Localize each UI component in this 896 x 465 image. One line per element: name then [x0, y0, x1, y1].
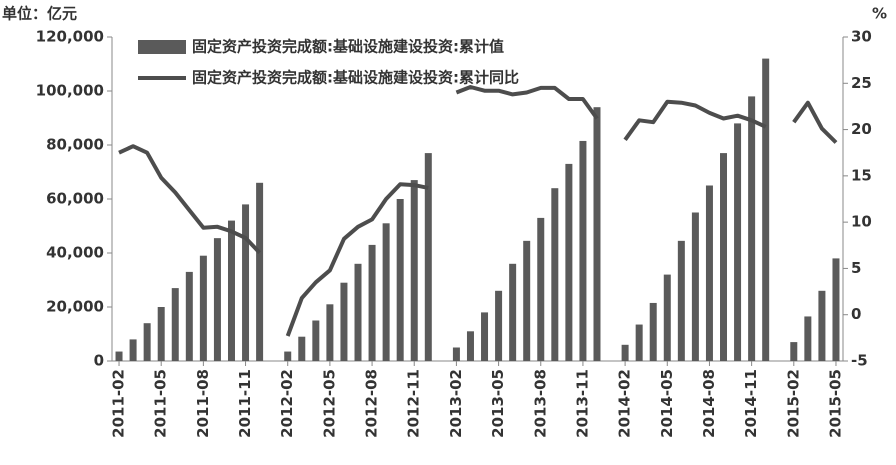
x-tick-label: 2013-11	[573, 369, 591, 438]
y2-tick-label: 20	[851, 120, 872, 138]
bar	[579, 140, 587, 361]
bar	[621, 344, 629, 361]
bar	[340, 282, 348, 361]
y-tick-label: 0	[94, 352, 104, 370]
bar	[298, 336, 306, 361]
y-tick-label: 60,000	[46, 190, 104, 208]
bar	[368, 244, 376, 361]
bar	[635, 324, 643, 361]
y-tick-label: 120,000	[36, 28, 104, 46]
bar	[748, 96, 756, 362]
x-tick-label: 2012-08	[363, 369, 381, 438]
bar	[832, 258, 840, 361]
x-tick-label: 2011-11	[236, 369, 254, 438]
bar	[537, 217, 545, 361]
bar	[649, 302, 657, 361]
bar	[410, 180, 418, 361]
legend-label: 固定资产投资完成额:基础设施建设投资:累计同比	[192, 69, 519, 87]
bar	[382, 223, 390, 361]
bar	[326, 304, 334, 361]
y2-tick-label: -5	[851, 352, 868, 370]
bar	[481, 312, 489, 361]
bar	[115, 351, 123, 361]
x-tick-label: 2015-05	[826, 369, 844, 438]
bar	[256, 182, 264, 361]
bar	[129, 339, 137, 361]
bar	[199, 255, 207, 361]
x-tick-label: 2015-02	[784, 369, 802, 438]
line	[118, 85, 838, 337]
y2-tick-label: 10	[851, 213, 872, 231]
x-tick-label: 2012-02	[278, 369, 296, 438]
y-tick-label: 100,000	[36, 82, 104, 100]
bar	[143, 323, 151, 361]
y2-tick-label: 25	[851, 74, 872, 92]
y-tick-label: 80,000	[46, 136, 104, 154]
bar	[523, 240, 531, 361]
bar	[157, 307, 165, 361]
x-tick-label: 2014-08	[700, 369, 718, 438]
x-tick-label: 2012-05	[320, 369, 338, 438]
bar	[734, 123, 742, 362]
bar	[509, 263, 517, 361]
x-tick-label: 2011-08	[194, 369, 212, 438]
bar	[691, 212, 699, 361]
bar	[551, 188, 559, 361]
bar	[242, 204, 250, 361]
bar	[762, 58, 770, 361]
bar	[663, 274, 671, 361]
x-tick-label: 2013-02	[447, 369, 465, 438]
x-tick-label: 2012-11	[405, 369, 423, 438]
y-tick-label: 20,000	[46, 298, 104, 316]
bar	[677, 240, 685, 361]
bar	[171, 288, 179, 361]
bar	[354, 263, 362, 361]
bar	[804, 316, 812, 361]
bar	[495, 290, 503, 361]
y-tick-label: 40,000	[46, 244, 104, 262]
bar	[593, 107, 601, 361]
x-tick-label: 2011-02	[110, 369, 128, 438]
bar	[565, 163, 573, 361]
x-tick-label: 2014-11	[742, 369, 760, 438]
y2-tick-label: 30	[851, 28, 872, 46]
bar	[452, 347, 460, 361]
bar	[424, 153, 432, 361]
bar	[312, 320, 320, 361]
x-tick-label: 2013-08	[531, 369, 549, 438]
bar	[466, 331, 474, 361]
bar	[790, 342, 798, 361]
bar	[396, 199, 404, 361]
y2-tick-label: 5	[851, 259, 861, 277]
x-tick-label: 2014-02	[616, 369, 634, 438]
x-tick-label: 2011-05	[152, 369, 170, 438]
bar	[185, 271, 193, 361]
legend-swatch	[138, 40, 186, 54]
bar	[818, 290, 826, 361]
bar	[720, 153, 728, 361]
y2-unit: %	[872, 5, 887, 23]
bar	[705, 185, 713, 361]
legend-label: 固定资产投资完成额:基础设施建设投资:累计值	[192, 38, 504, 56]
x-tick-label: 2014-05	[658, 369, 676, 438]
bar	[213, 238, 221, 361]
y2-tick-label: 15	[851, 166, 872, 184]
x-tick-label: 2013-05	[489, 369, 507, 438]
chart-title: 单位：亿元	[2, 5, 77, 23]
bar	[284, 351, 292, 361]
y2-tick-label: 0	[851, 305, 861, 323]
bar	[227, 220, 235, 361]
